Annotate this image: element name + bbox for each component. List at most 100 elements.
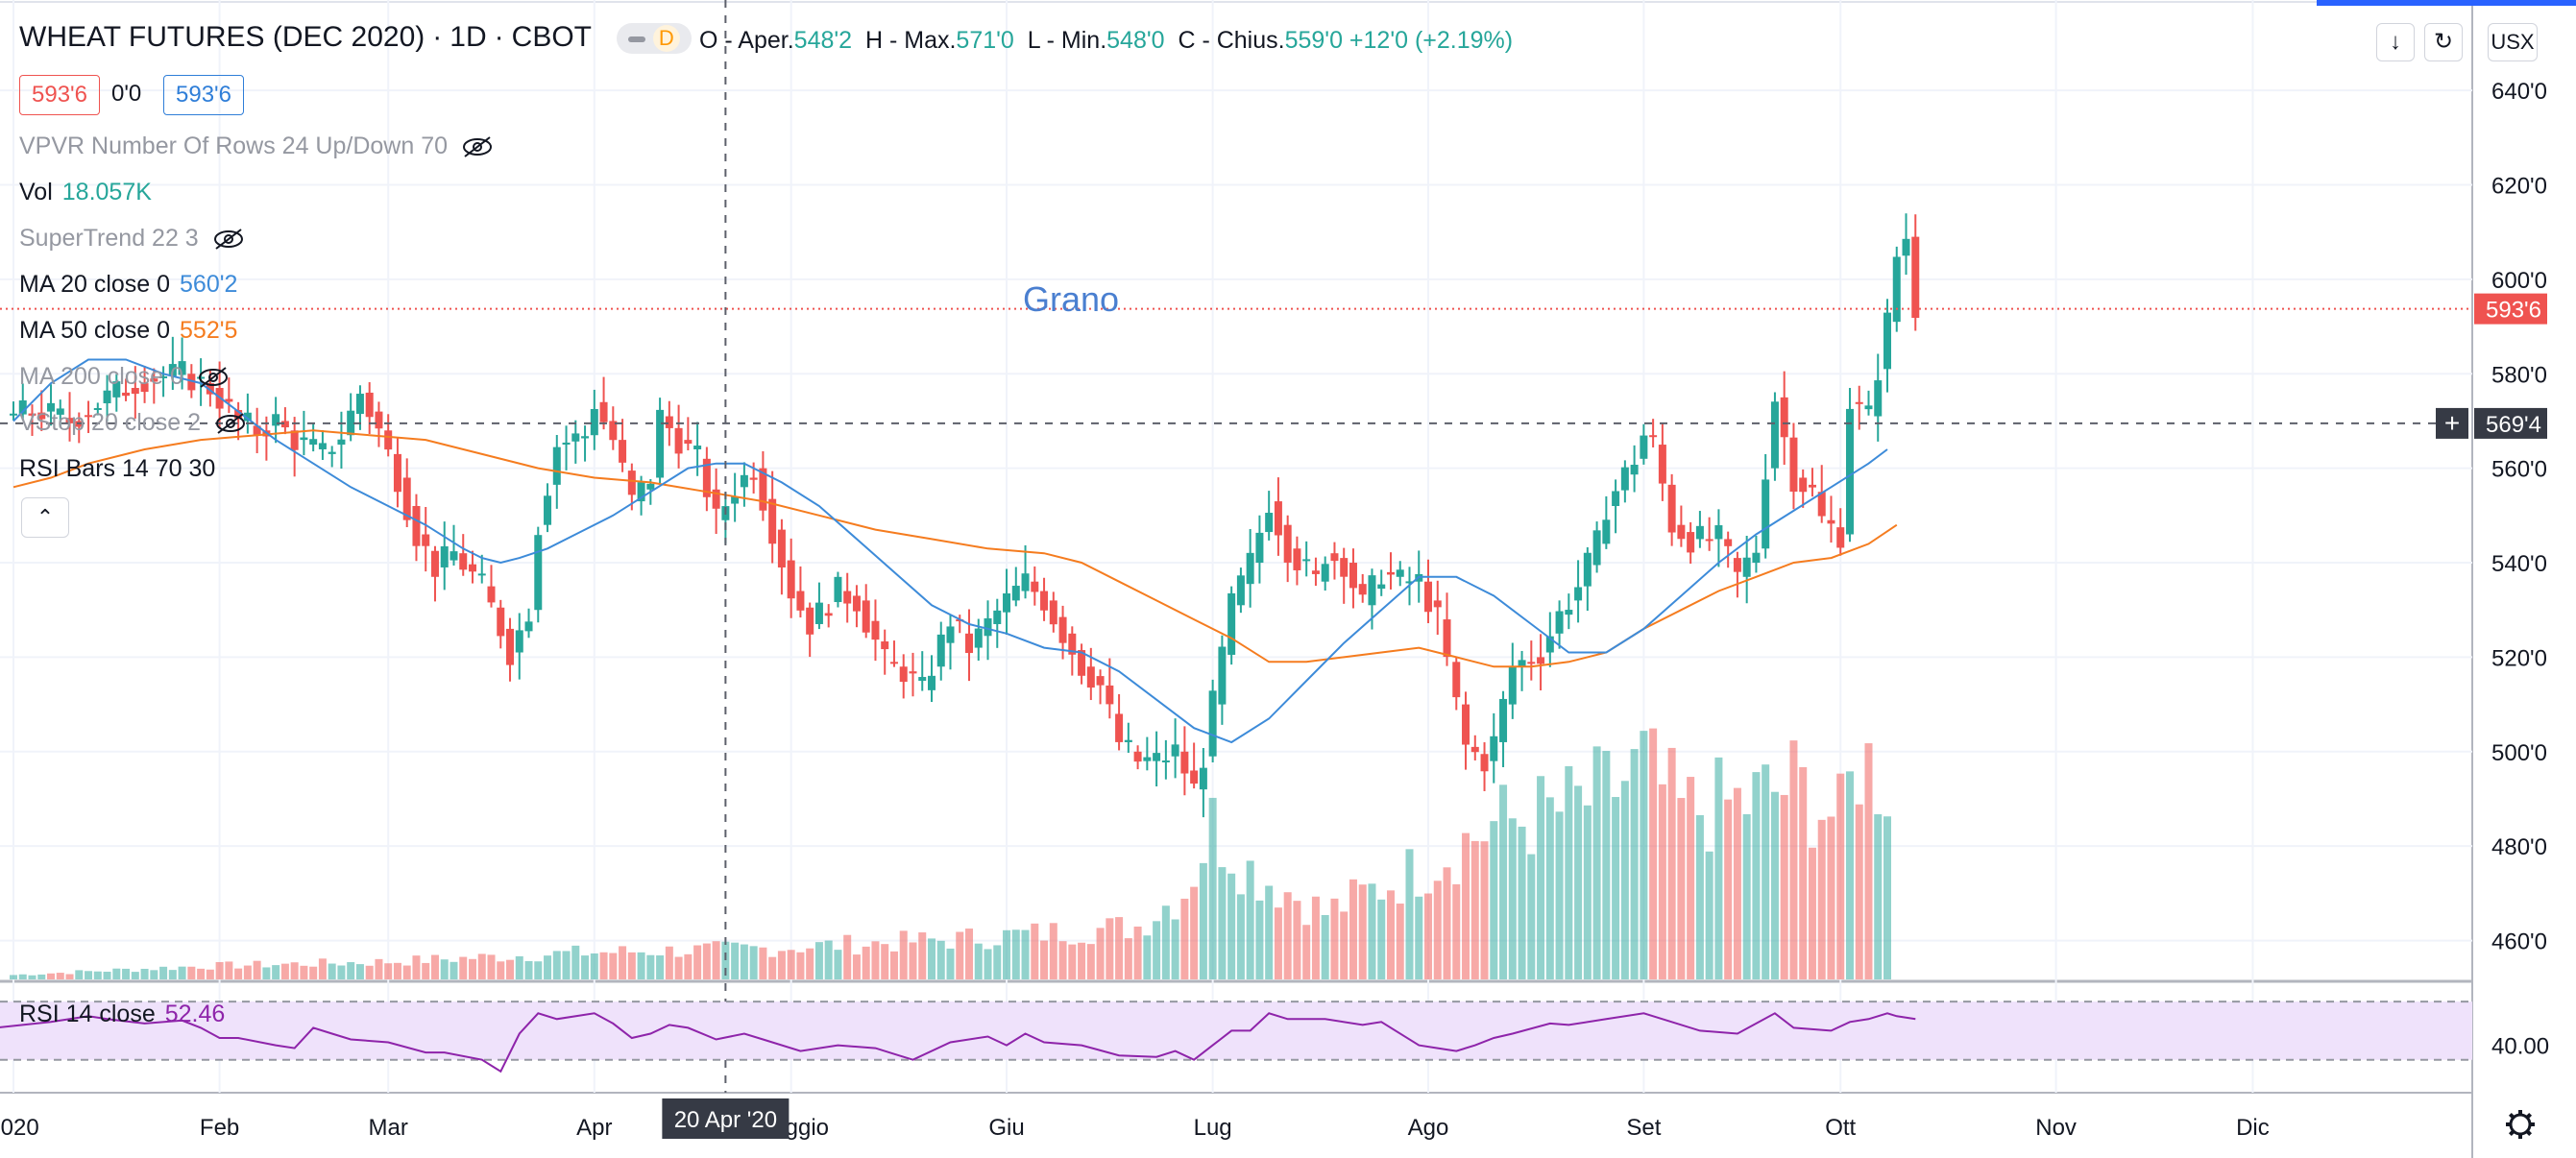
candle-body <box>37 412 46 420</box>
candle-body <box>290 430 299 450</box>
volume-bar <box>1667 747 1676 979</box>
candle-body <box>243 412 252 422</box>
candle-body <box>1078 650 1086 676</box>
change-value: +12'0 (+2.19%) <box>1349 27 1514 54</box>
candle-body <box>899 666 908 683</box>
candle-body <box>590 408 598 436</box>
legend-ma20[interactable]: MA 20 close 0 560'2 <box>19 271 238 298</box>
legend-vpvr[interactable]: VPVR Number Of Rows 24 Up/Down 70 <box>19 133 494 160</box>
volume-bar <box>993 945 1002 979</box>
interval-badge: D <box>652 25 680 53</box>
candle-body <box>814 602 823 624</box>
volume-bar <box>534 961 543 979</box>
volume-bar <box>1640 731 1648 979</box>
download-button[interactable]: ↓ <box>2376 23 2415 61</box>
volume-bar <box>262 967 271 979</box>
candle-body <box>234 409 243 419</box>
replay-button[interactable]: ↻ <box>2424 23 2463 61</box>
volume-bar <box>290 962 299 979</box>
candle-body <box>534 535 543 611</box>
candle-body <box>871 620 880 640</box>
volume-bar <box>702 943 711 979</box>
volume-bar <box>777 951 786 979</box>
candle-body <box>1049 600 1057 625</box>
volume-bar <box>37 974 46 979</box>
volume-bar <box>1368 883 1376 979</box>
chevron-up-icon: ⌃ <box>36 505 55 529</box>
volume-bar <box>1208 797 1217 979</box>
price-tick-label: 540'0 <box>2491 551 2547 577</box>
candle-body <box>619 440 627 463</box>
candle-series <box>10 213 1920 818</box>
legend-volume[interactable]: Vol 18.057K <box>19 179 152 205</box>
volume-bar <box>18 974 27 979</box>
candle-body <box>459 553 468 570</box>
volume-bar <box>215 961 224 979</box>
candle-body <box>665 416 673 428</box>
volume-bar <box>1827 816 1835 979</box>
time-tick-label: Apr <box>576 1115 612 1141</box>
volume-bar <box>477 953 486 979</box>
legend-supertrend[interactable]: SuperTrend 22 3 <box>19 225 245 253</box>
volume-bar <box>1518 826 1526 979</box>
symbol-header[interactable]: WHEAT FUTURES (DEC 2020) · 1D · CBOT D <box>19 21 692 55</box>
volume-bar <box>627 952 636 979</box>
volume-bar <box>1171 919 1179 979</box>
candle-body <box>1845 408 1854 535</box>
candle-body <box>1330 553 1339 562</box>
top-accent-bar <box>2317 0 2576 6</box>
volume-bar <box>712 941 720 979</box>
legend-ma50[interactable]: MA 50 close 0 552'5 <box>19 317 238 344</box>
volume-bar <box>609 953 618 979</box>
candle-body <box>506 628 515 665</box>
candle-body <box>318 443 327 449</box>
volume-bar <box>1199 862 1207 979</box>
volume-bar <box>1396 904 1404 979</box>
hidden-eye-icon[interactable] <box>461 135 494 158</box>
crosshair-plus-button <box>2436 407 2468 439</box>
volume-bar <box>1555 811 1564 979</box>
gear-tooth <box>2508 1112 2515 1120</box>
candle-body <box>1443 619 1451 658</box>
legend-vstop[interactable]: VStop 20 close 2 <box>19 409 247 437</box>
volume-bar <box>150 970 158 979</box>
candle-body <box>1874 380 1883 417</box>
volume-bar <box>1415 896 1423 979</box>
candle-body <box>1086 666 1095 688</box>
candle-body <box>131 388 139 395</box>
candle-body <box>206 383 214 395</box>
hidden-eye-icon[interactable] <box>214 412 247 435</box>
market-status-badge[interactable]: D <box>616 23 692 55</box>
symbol-name[interactable]: WHEAT FUTURES (DEC 2020) <box>19 21 425 53</box>
volume-bar <box>665 946 673 979</box>
gear-icon <box>2506 1110 2535 1139</box>
candle-body <box>1527 662 1536 664</box>
volume-bar <box>824 940 833 979</box>
candle-body <box>1658 445 1666 484</box>
candle-body <box>1911 236 1920 319</box>
candle-body <box>1227 592 1236 655</box>
candle-body <box>10 413 17 416</box>
legend-rsi-bars[interactable]: RSI Bars 14 70 30 <box>19 455 216 482</box>
currency-button[interactable]: USX <box>2488 23 2538 61</box>
volume-bar <box>159 966 168 979</box>
legend-rsi[interactable]: RSI 14 close 52.46 <box>19 1001 226 1027</box>
spread-value: 0'0 <box>111 81 142 107</box>
price-tick-label: 620'0 <box>2491 173 2547 199</box>
legend-ma200[interactable]: MA 200 close 0 <box>19 363 230 391</box>
candle-body <box>889 662 898 664</box>
hidden-eye-icon[interactable] <box>197 366 230 389</box>
volume-bar <box>1058 941 1067 979</box>
candle-body <box>1705 539 1713 542</box>
candle-body <box>150 378 158 382</box>
sell-price-button[interactable]: 593'6 <box>19 75 100 115</box>
high-label: H - Max. <box>864 27 957 54</box>
interval-label[interactable]: 1D <box>450 21 487 53</box>
hidden-eye-icon[interactable] <box>212 228 245 251</box>
collapse-legend-button[interactable]: ⌃ <box>21 497 69 538</box>
buy-price-button[interactable]: 593'6 <box>163 75 244 115</box>
volume-bar <box>1752 772 1761 979</box>
volume-bar <box>1161 905 1170 979</box>
candle-body <box>1199 767 1207 790</box>
